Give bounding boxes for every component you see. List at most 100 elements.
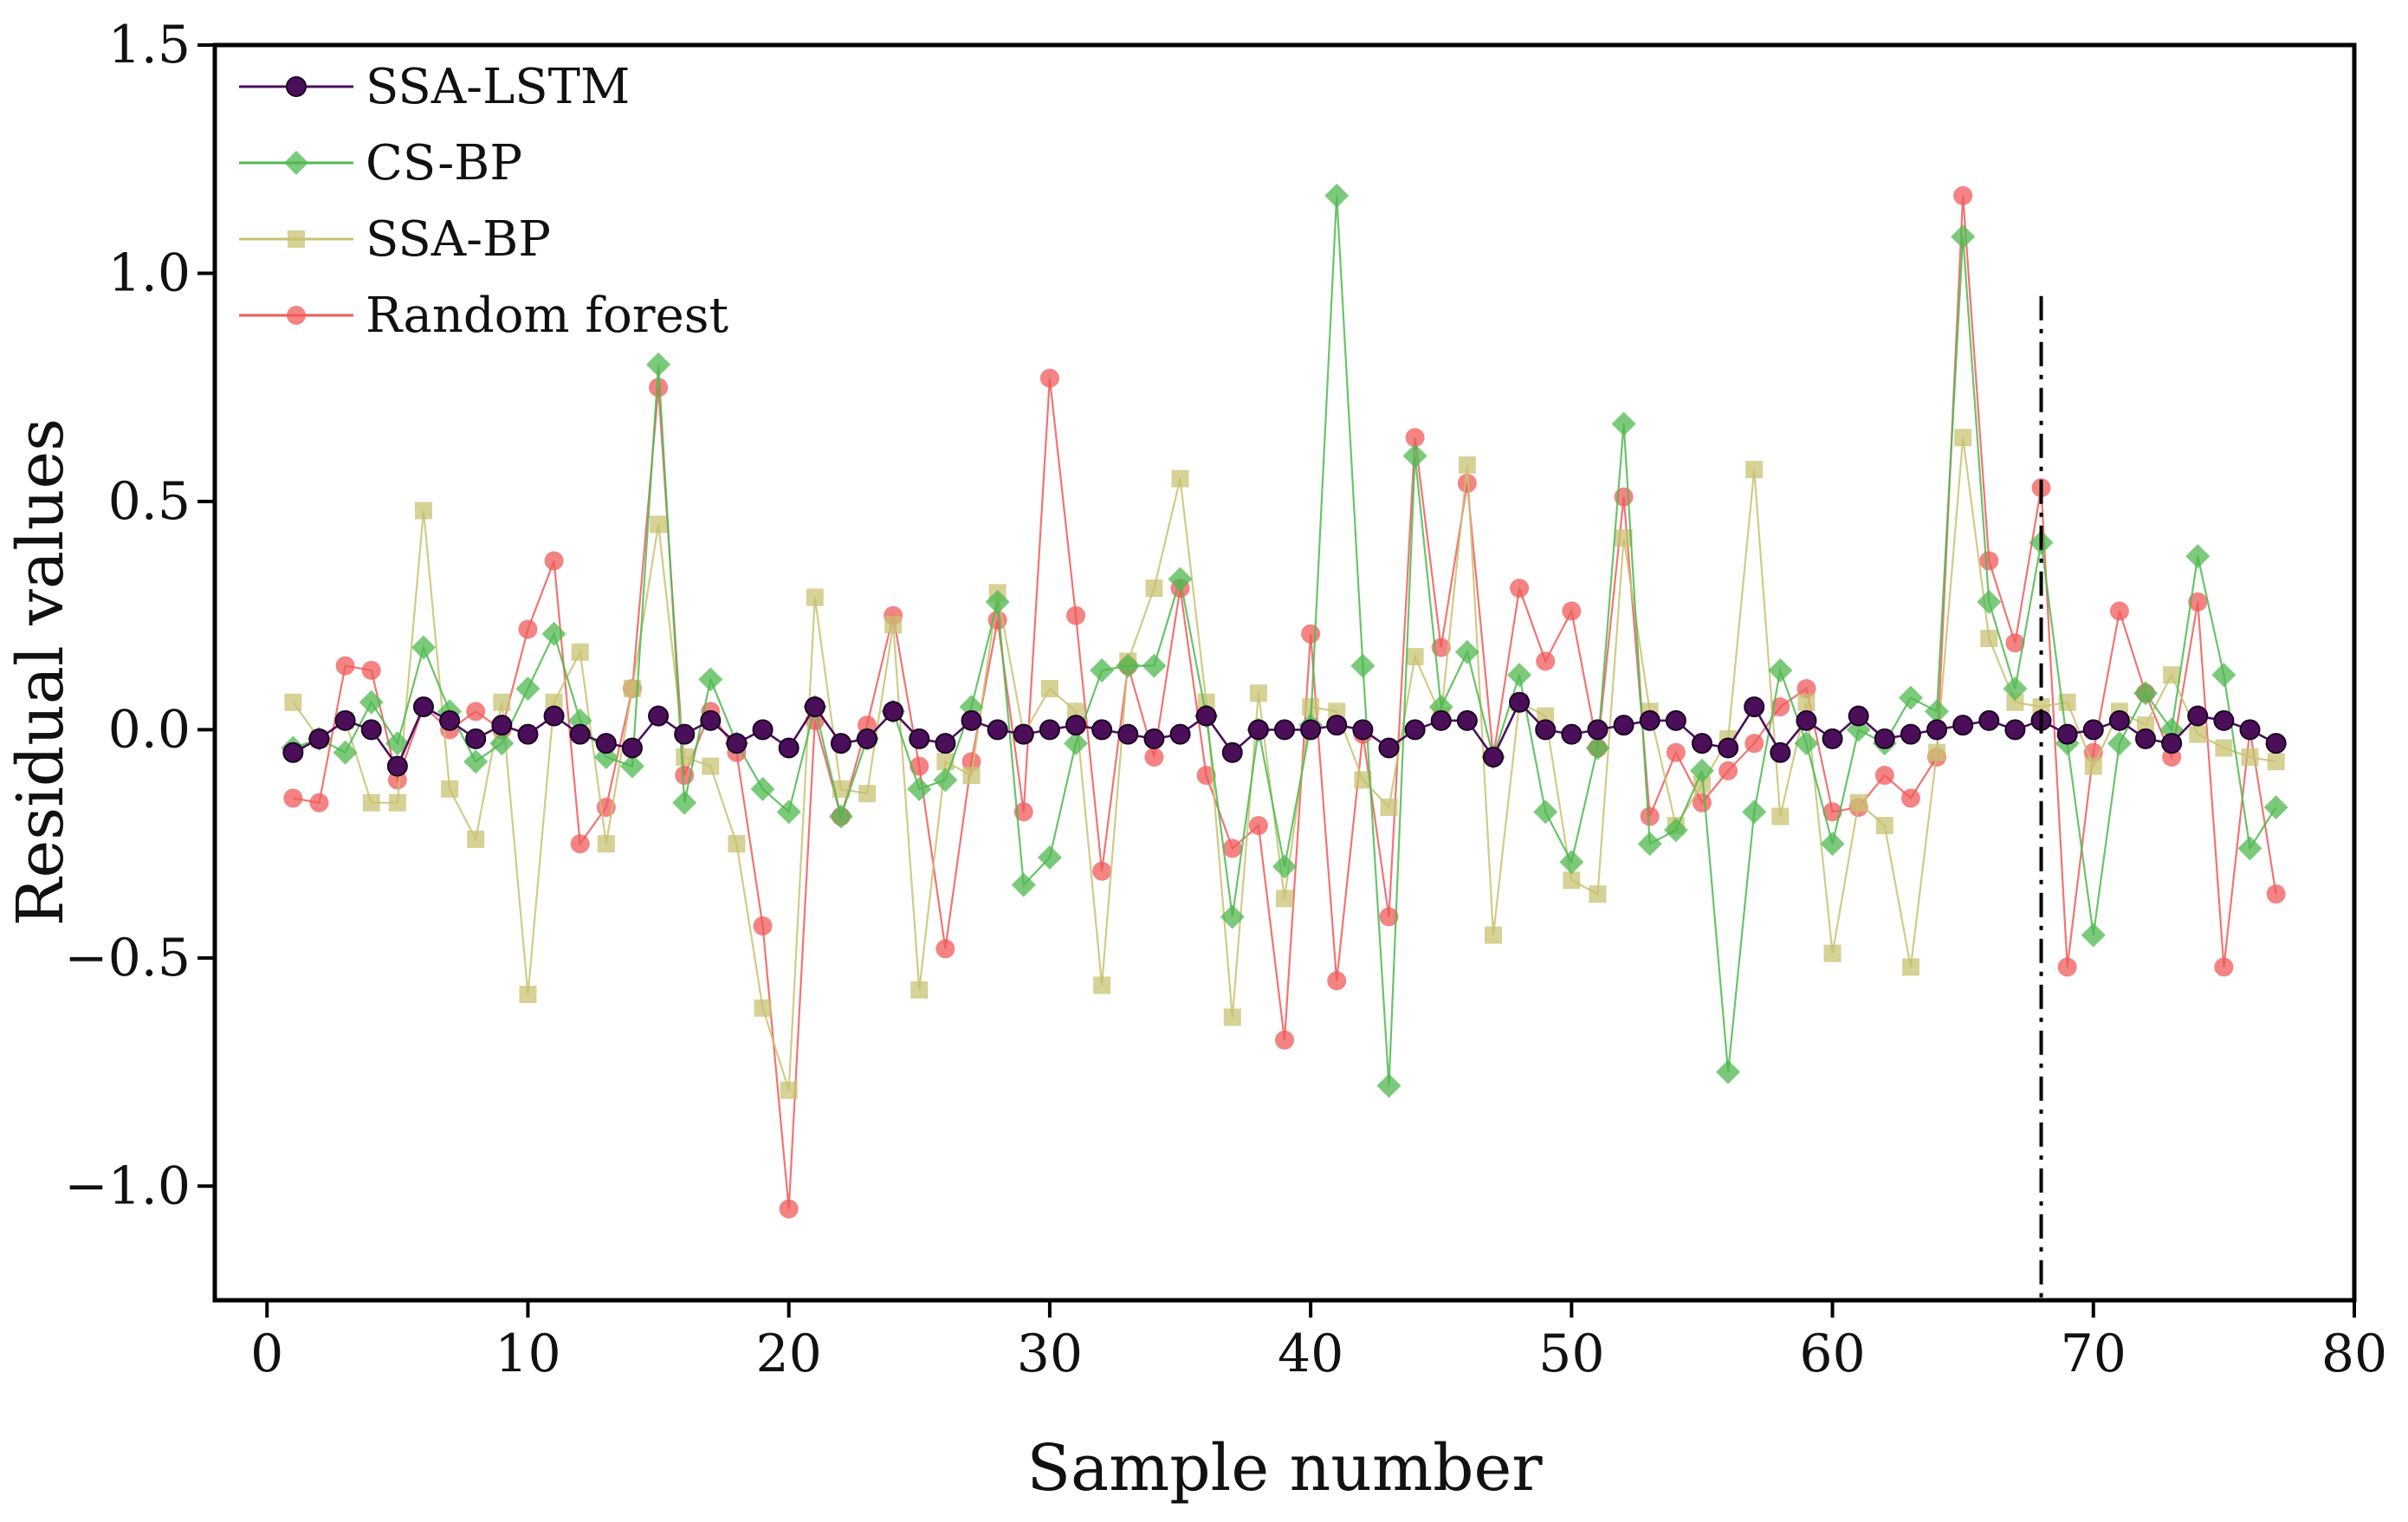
data-point <box>1611 411 1636 437</box>
data-point <box>1247 719 1269 741</box>
data-point <box>1849 793 1867 812</box>
data-point <box>1378 737 1400 759</box>
data-point <box>935 939 955 959</box>
data-point <box>1248 816 1268 836</box>
data-point <box>1039 368 1059 388</box>
data-point <box>1535 719 1557 741</box>
data-point <box>1300 719 1322 741</box>
data-point <box>1144 747 1164 767</box>
data-point <box>360 719 382 741</box>
data-point <box>1770 742 1791 763</box>
data-point <box>466 702 486 722</box>
data-point <box>1064 731 1089 756</box>
data-point <box>1326 715 1348 736</box>
data-point <box>1379 907 1399 927</box>
legend-label: CS-BP <box>366 135 522 191</box>
data-point <box>702 757 720 775</box>
data-point <box>1719 761 1738 780</box>
x-tick-label: 80 <box>2321 1324 2387 1384</box>
x-tick-label: 30 <box>1017 1324 1083 1384</box>
data-point <box>2163 666 2181 684</box>
data-point <box>1770 697 1790 717</box>
data-point <box>1143 728 1165 749</box>
data-point <box>753 916 773 936</box>
data-point <box>985 589 1010 614</box>
data-point <box>1689 758 1714 783</box>
x-tick-label: 50 <box>1538 1324 1604 1384</box>
legend-label: SSA-BP <box>366 211 551 268</box>
legend-swatch-marker <box>288 230 305 248</box>
data-point <box>832 780 850 798</box>
data-point <box>646 352 671 377</box>
data-point <box>518 619 538 639</box>
data-point <box>1771 807 1790 826</box>
y-axis-title: Residual values <box>3 418 78 927</box>
data-point <box>569 723 591 745</box>
data-point <box>2133 681 2159 706</box>
data-point <box>463 749 489 774</box>
data-point <box>1324 183 1350 208</box>
data-point <box>1613 715 1634 736</box>
data-point <box>1168 567 1193 592</box>
data-point <box>1745 461 1764 479</box>
data-point <box>909 756 929 776</box>
data-point <box>597 835 615 853</box>
data-point <box>2081 923 2106 948</box>
data-point <box>1926 719 1948 741</box>
data-point <box>1169 723 1191 745</box>
data-point <box>1954 429 1972 447</box>
data-point <box>1536 651 1556 671</box>
data-point <box>2084 757 2102 775</box>
data-point <box>1091 719 1113 741</box>
data-point <box>517 723 539 745</box>
data-point <box>754 999 772 1017</box>
data-point <box>883 701 904 722</box>
data-point <box>388 793 406 812</box>
series-cs-bp <box>281 183 2288 1098</box>
data-point <box>519 985 537 1003</box>
data-point <box>411 635 436 660</box>
data-point <box>1430 709 1452 731</box>
data-point <box>2108 709 2130 731</box>
data-point <box>1951 224 1976 249</box>
data-point <box>309 793 329 813</box>
data-point <box>1900 788 1920 808</box>
data-point <box>333 740 358 765</box>
data-point <box>2005 633 2025 653</box>
data-point <box>1691 733 1712 755</box>
legend-swatch-marker <box>287 306 306 325</box>
data-point <box>515 676 541 701</box>
legend: SSA-LSTM CS-BP SSA-BP Random forest <box>239 59 728 344</box>
data-point <box>778 737 799 759</box>
data-point <box>1406 648 1424 666</box>
data-point <box>1039 719 1060 741</box>
data-point <box>335 656 355 676</box>
data-point <box>1559 850 1584 875</box>
x-axis: 0 10 20 30 40 50 60 70 80 <box>250 1300 2387 1384</box>
data-point <box>1979 551 1999 571</box>
data-point <box>1797 693 1816 711</box>
data-point <box>698 667 723 692</box>
data-point <box>1875 817 1893 835</box>
data-point <box>414 502 432 520</box>
data-point <box>1589 885 1607 903</box>
data-point <box>648 705 670 727</box>
data-point <box>1456 709 1478 731</box>
data-point <box>334 709 356 731</box>
data-point <box>491 715 513 736</box>
data-point <box>412 696 434 718</box>
data-point <box>1013 723 1034 745</box>
data-point <box>909 728 930 749</box>
data-point <box>1822 728 1843 749</box>
data-point <box>1874 766 1894 786</box>
data-point <box>1900 723 1921 745</box>
data-point <box>595 733 617 755</box>
y-tick-label: 0.5 <box>108 471 191 532</box>
data-point <box>1977 589 2002 614</box>
data-point <box>284 693 302 711</box>
data-point <box>1195 705 1217 727</box>
data-point <box>1796 678 1816 698</box>
data-point <box>1615 529 1633 547</box>
data-point <box>1823 944 1842 962</box>
